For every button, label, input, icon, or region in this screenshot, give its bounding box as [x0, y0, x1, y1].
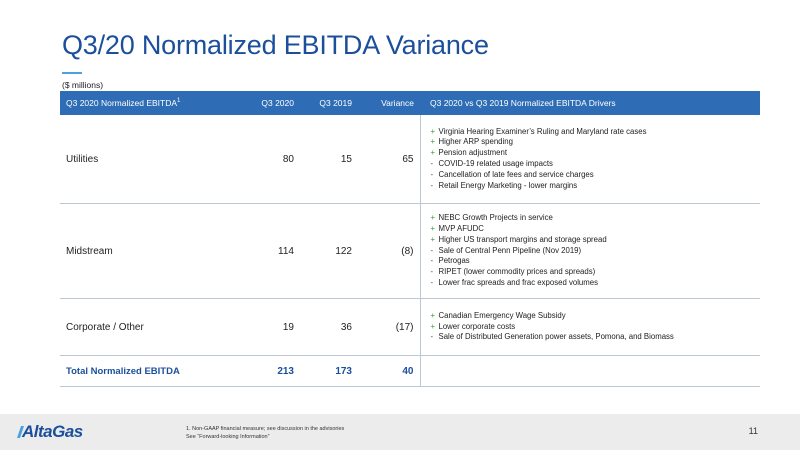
units-label: ($ millions): [62, 80, 104, 90]
driver-text: Pension adjustment: [438, 148, 507, 158]
driver-text: Canadian Emergency Wage Subsidy: [438, 310, 566, 320]
driver-item: + MVP AFUDC: [431, 224, 760, 235]
plus-sign-icon: +: [430, 213, 436, 223]
driver-item: + Higher ARP spending: [431, 137, 760, 148]
footnote-line-2: See “Forward-looking Information”: [186, 434, 270, 440]
row-q3-2019: 122: [300, 203, 358, 299]
driver-item: + Higher US transport margins and storage…: [431, 235, 760, 246]
footnote-line-1: 1. Non-GAAP financial measure; see discu…: [186, 426, 345, 432]
plus-sign-icon: +: [430, 148, 436, 158]
drivers-list: + Canadian Emergency Wage Subsidy + Lower c…: [431, 311, 760, 343]
total-variance: 40: [358, 355, 420, 387]
plus-sign-icon: +: [430, 310, 436, 320]
driver-text: Lower corporate costs: [438, 321, 516, 331]
minus-sign-icon: -: [430, 277, 434, 287]
driver-item: - Lower frac spreads and frac exposed vol…: [431, 278, 760, 289]
row-q3-2020: 114: [242, 203, 300, 299]
row-q3-2020: 19: [242, 298, 300, 356]
driver-text: Higher ARP spending: [438, 137, 513, 147]
driver-text: NEBC Growth Projects in service: [438, 213, 553, 223]
plus-sign-icon: +: [430, 126, 436, 136]
driver-text: Sale of Central Penn Pipeline (Nov 2019): [438, 245, 582, 255]
minus-sign-icon: -: [430, 159, 434, 168]
row-drivers: + Canadian Emergency Wage Subsidy + Lower c…: [419, 298, 760, 356]
table-row: Corporate / Other 19 36 (17) + Canadian E…: [60, 298, 760, 356]
driver-text: RIPET (lower commodity prices and spread…: [438, 267, 596, 277]
minus-sign-icon: -: [430, 180, 434, 190]
plus-sign-icon: +: [430, 234, 436, 244]
title-accent-line: [62, 72, 82, 74]
row-variance: 65: [358, 115, 420, 204]
minus-sign-icon: -: [430, 332, 434, 342]
driver-text: Petrogas: [438, 256, 470, 266]
drivers-list: + NEBC Growth Projects in service + MVP AFU…: [431, 213, 760, 289]
driver-item: - Sale of Central Penn Pipeline (Nov 2019…: [431, 246, 760, 257]
drivers-list: + Virginia Hearing Examiner’s Ruling and …: [431, 127, 760, 192]
driver-text: MVP AFUDC: [438, 224, 484, 233]
driver-text: Cancellation of late fees and service ch…: [438, 169, 594, 179]
table-header-row: Q3 2020 Normalized EBITDA1 Q3 2020 Q3 20…: [60, 91, 760, 115]
driver-text: Lower frac spreads and frac exposed volu…: [438, 277, 599, 287]
row-q3-2019: 36: [300, 298, 358, 356]
total-row: Total Normalized EBITDA 213 173 40: [60, 355, 760, 387]
plus-sign-icon: +: [430, 321, 436, 331]
driver-item: + Lower corporate costs: [431, 322, 760, 333]
total-name: Total Normalized EBITDA: [60, 355, 242, 387]
altagas-logo-mark-icon: [17, 426, 24, 438]
row-q3-2019: 15: [300, 115, 358, 204]
driver-text: Higher US transport margins and storage …: [438, 234, 607, 244]
driver-item: - Petrogas: [431, 256, 760, 267]
header-q3-2019: Q3 2019: [319, 98, 352, 108]
minus-sign-icon: -: [430, 267, 434, 277]
ebitda-variance-table: Q3 2020 Normalized EBITDA1 Q3 2020 Q3 20…: [60, 91, 760, 387]
row-drivers: + Virginia Hearing Examiner’s Ruling and …: [419, 115, 760, 204]
row-drivers: + NEBC Growth Projects in service + MVP AFU…: [419, 203, 760, 299]
header-segment: Q3 2020 Normalized EBITDA1: [66, 98, 181, 108]
driver-item: - Cancellation of late fees and service c…: [431, 170, 760, 181]
minus-sign-icon: -: [430, 169, 434, 179]
row-variance: (8): [358, 203, 420, 299]
driver-text: Sale of Distributed Generation power ass…: [438, 332, 674, 342]
footnote: 1. Non-GAAP financial measure; see discu…: [186, 425, 344, 441]
row-variance: (17): [358, 298, 420, 356]
driver-item: - Retail Energy Marketing - lower margins: [431, 181, 760, 192]
driver-item: + Virginia Hearing Examiner’s Ruling and …: [431, 127, 760, 138]
header-q3-2020: Q3 2020: [261, 98, 294, 108]
row-name: Midstream: [60, 203, 242, 299]
driver-item: - RIPET (lower commodity prices and sprea…: [431, 267, 760, 278]
minus-sign-icon: -: [430, 245, 434, 255]
total-q3-2019: 173: [300, 355, 358, 387]
row-name: Corporate / Other: [60, 298, 242, 356]
footer-bar: AltaGas 1. Non-GAAP financial measure; s…: [0, 414, 800, 450]
table-row: Utilities 80 15 65 + Virginia Hearing Exa…: [60, 115, 760, 204]
driver-item: - COVID-19 related usage impacts: [431, 159, 760, 170]
driver-text: Retail Energy Marketing - lower margins: [438, 180, 578, 190]
driver-text: COVID-19 related usage impacts: [438, 159, 553, 168]
altagas-logo: AltaGas: [22, 422, 83, 441]
header-variance: Variance: [381, 98, 414, 108]
driver-text: Virginia Hearing Examiner’s Ruling and M…: [438, 126, 647, 136]
header-drivers: Q3 2020 vs Q3 2019 Normalized EBITDA Dri…: [430, 98, 616, 108]
row-q3-2020: 80: [242, 115, 300, 204]
total-drivers-empty: [419, 355, 760, 387]
driver-item: + Canadian Emergency Wage Subsidy: [431, 311, 760, 322]
driver-item: + Pension adjustment: [431, 148, 760, 159]
plus-sign-icon: +: [430, 137, 436, 147]
driver-item: - Sale of Distributed Generation power as…: [431, 332, 760, 343]
slide-title: Q3/20 Normalized EBITDA Variance: [62, 30, 489, 60]
table-row: Midstream 114 122 (8) + NEBC Growth Proje…: [60, 203, 760, 299]
total-q3-2020: 213: [242, 355, 300, 387]
plus-sign-icon: +: [430, 224, 436, 233]
row-name: Utilities: [60, 115, 242, 204]
minus-sign-icon: -: [430, 256, 434, 266]
page-number: 11: [748, 426, 758, 436]
driver-item: + NEBC Growth Projects in service: [431, 213, 760, 224]
